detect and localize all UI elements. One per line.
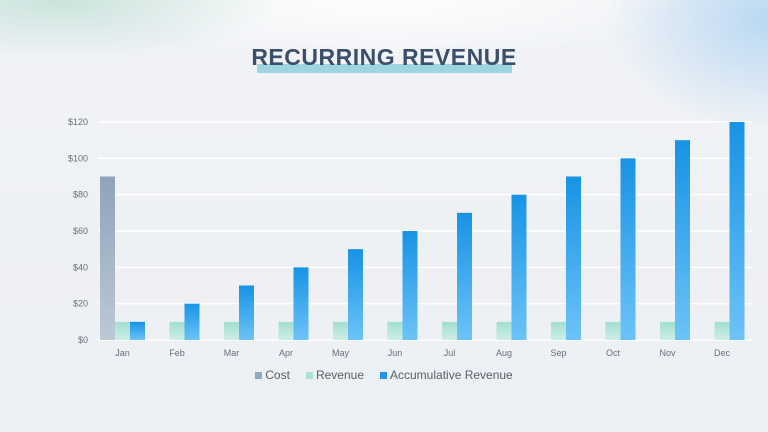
bar-accumulative-revenue [457, 212, 472, 340]
legend-label: Accumulative Revenue [390, 368, 513, 382]
x-tick-label: Sep [550, 348, 566, 358]
y-tick-label: $20 [73, 299, 88, 309]
chart-legend: Cost Revenue Accumulative Revenue [0, 368, 768, 382]
bar-accumulative-revenue [620, 158, 636, 340]
x-tick-label: Aug [496, 348, 512, 358]
bar-accumulative-revenue [293, 267, 309, 340]
bar-accumulative-revenue [402, 231, 418, 340]
bar-revenue [714, 321, 730, 340]
y-tick-label: $40 [73, 262, 88, 272]
legend-swatch [380, 371, 387, 379]
bar-accumulative-revenue [566, 176, 581, 340]
bar-revenue [387, 321, 403, 340]
x-tick-label: Feb [169, 348, 185, 358]
bar-revenue [551, 321, 566, 340]
bar-revenue [169, 321, 185, 340]
title-underline [257, 64, 512, 73]
bar-revenue [442, 321, 457, 340]
x-tick-label: May [332, 348, 350, 358]
bar-revenue [333, 321, 348, 340]
bar-accumulative-revenue [348, 249, 363, 340]
x-tick-label: Oct [606, 348, 621, 358]
legend-swatch [255, 371, 263, 379]
x-tick-label: Dec [714, 348, 731, 358]
bar-accumulative-revenue [511, 194, 527, 340]
bar-accumulative-revenue [239, 285, 254, 340]
legend-swatch [305, 371, 313, 379]
chart-title: RECURRING REVENUE [251, 44, 517, 70]
y-tick-label: $60 [73, 226, 88, 236]
y-tick-label: $120 [68, 117, 88, 127]
legend-item: Cost [255, 368, 290, 382]
x-tick-label: Jul [444, 348, 456, 358]
legend-label: Revenue [315, 368, 364, 382]
bar-revenue [278, 321, 294, 340]
bar-revenue [224, 321, 239, 340]
y-tick-label: $80 [73, 190, 88, 200]
bar-revenue [605, 321, 621, 340]
bar-accumulative-revenue [130, 321, 145, 340]
bar-revenue [496, 321, 512, 340]
x-tick-label: Mar [224, 348, 240, 358]
bar-cost [100, 176, 115, 340]
bar-accumulative-revenue [675, 140, 690, 340]
y-tick-label: $0 [78, 335, 88, 345]
x-tick-label: Jun [388, 348, 403, 358]
y-tick-label: $100 [68, 153, 88, 163]
legend-item: Revenue [305, 368, 364, 382]
x-tick-label: Jan [115, 348, 130, 358]
bar-accumulative-revenue [184, 303, 200, 340]
legend-label: Cost [265, 368, 290, 382]
x-tick-label: Apr [279, 348, 293, 358]
x-tick-label: Nov [659, 348, 676, 358]
bar-accumulative-revenue [729, 122, 745, 340]
bar-revenue [115, 321, 130, 340]
bar-revenue [660, 321, 675, 340]
legend-item: Accumulative Revenue [380, 368, 513, 382]
